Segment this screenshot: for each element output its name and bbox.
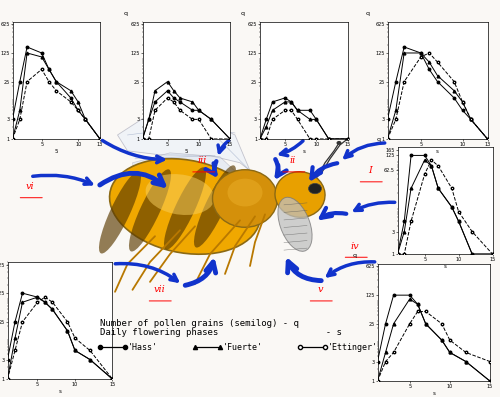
Text: q: q: [353, 253, 357, 258]
Text: Number of pollen grains (semilog) - q: Number of pollen grains (semilog) - q: [100, 318, 299, 328]
Ellipse shape: [278, 197, 312, 251]
Text: s: s: [444, 264, 446, 269]
Ellipse shape: [228, 179, 262, 206]
Text: vi: vi: [26, 182, 35, 191]
Text: 'Ettinger': 'Ettinger': [328, 343, 378, 352]
Text: s: s: [432, 391, 435, 396]
Text: vii: vii: [153, 285, 165, 294]
Ellipse shape: [110, 159, 260, 254]
Text: q: q: [366, 11, 370, 16]
Circle shape: [345, 137, 350, 141]
Text: ii: ii: [290, 156, 296, 165]
Text: s: s: [58, 389, 61, 394]
Text: s: s: [302, 149, 305, 154]
Text: q: q: [241, 11, 245, 16]
Ellipse shape: [129, 169, 171, 252]
Text: 5: 5: [184, 149, 188, 154]
Ellipse shape: [212, 170, 278, 227]
Polygon shape: [132, 153, 245, 183]
Text: 5: 5: [54, 149, 58, 154]
Text: q: q: [376, 137, 380, 141]
Ellipse shape: [146, 174, 214, 215]
Text: 'Fuerte': 'Fuerte': [222, 343, 262, 352]
Text: v: v: [318, 285, 323, 294]
Ellipse shape: [164, 167, 206, 250]
Ellipse shape: [99, 171, 141, 254]
Circle shape: [308, 183, 322, 194]
Text: q: q: [123, 11, 127, 16]
Text: Daily flowering phases                    - s: Daily flowering phases - s: [100, 328, 342, 337]
Polygon shape: [118, 115, 250, 171]
Text: iv: iv: [350, 242, 360, 251]
Circle shape: [336, 141, 342, 145]
Text: I: I: [368, 166, 372, 175]
Text: 'Hass': 'Hass': [128, 343, 158, 352]
Ellipse shape: [275, 172, 325, 217]
Text: s: s: [436, 149, 439, 154]
Text: iii: iii: [198, 156, 207, 165]
Ellipse shape: [194, 165, 236, 248]
